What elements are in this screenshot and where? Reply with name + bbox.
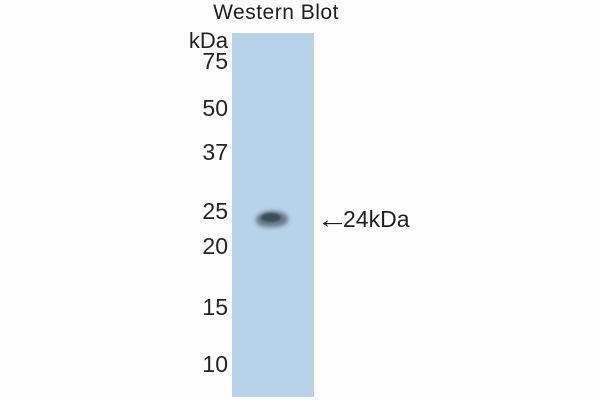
band-annotation-label: 24kDa <box>343 205 410 232</box>
left-arrow-icon: ← <box>316 204 349 234</box>
ladder-label-75: 75 <box>202 48 228 74</box>
kda-unit-label: kDa <box>188 28 228 53</box>
ladder-label-25: 25 <box>202 198 228 224</box>
ladder-label-20: 20 <box>202 233 228 259</box>
protein-band <box>255 210 289 228</box>
ladder-label-10: 10 <box>202 351 228 377</box>
protein-band-core <box>261 213 281 222</box>
ladder-label-37: 37 <box>202 139 228 165</box>
ladder-label-50: 50 <box>202 95 228 121</box>
band-annotation: ← 24kDa <box>316 204 409 234</box>
ladder-label-15: 15 <box>202 294 228 320</box>
figure-title: Western Blot <box>213 1 339 24</box>
